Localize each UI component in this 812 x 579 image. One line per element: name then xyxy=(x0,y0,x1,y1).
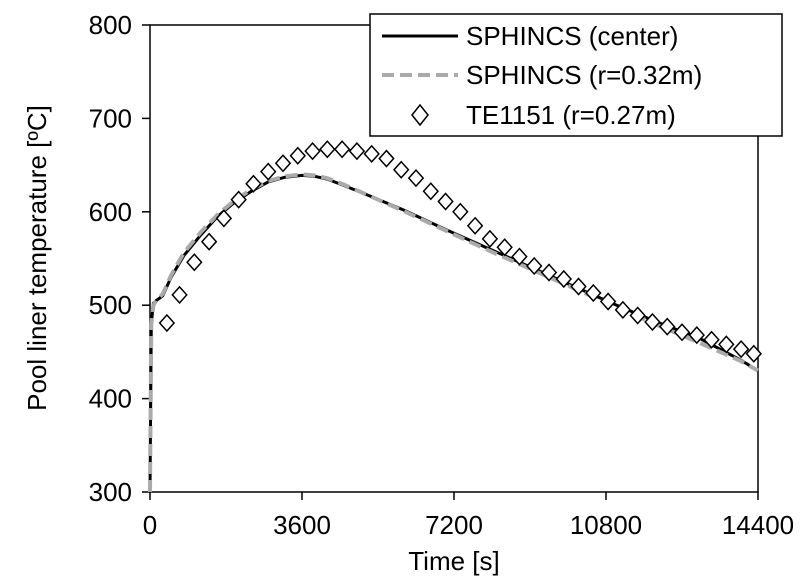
y-axis-title: Pool liner temperature [ºC] xyxy=(22,105,52,411)
series-te1151-point xyxy=(703,330,720,349)
series-te1151-point xyxy=(540,263,558,282)
legend-swatch-te1151 xyxy=(411,103,429,127)
x-tick-label: 7200 xyxy=(425,510,483,540)
y-tick-label: 300 xyxy=(89,477,132,507)
series-te1151-point xyxy=(570,277,587,296)
legend-label-center: SPHINCS (center) xyxy=(466,21,678,51)
series-te1151-point xyxy=(200,232,218,251)
series-te1151-point xyxy=(348,141,366,161)
series-te1151-point xyxy=(260,162,277,181)
series-te1151-point xyxy=(363,144,380,164)
x-tick-label: 14400 xyxy=(722,510,794,540)
legend: SPHINCS (center) SPHINCS (r=0.32m) TE115… xyxy=(369,13,783,137)
series-te1151-point xyxy=(304,141,321,161)
series-te1151-point xyxy=(599,292,617,311)
series-te1151-point xyxy=(659,317,676,336)
series-te1151-point xyxy=(158,313,176,333)
x-tick-label: 3600 xyxy=(273,510,331,540)
y-tick-label: 500 xyxy=(89,290,132,320)
series-te1151-point xyxy=(452,202,469,221)
series-te1151-point xyxy=(481,229,499,249)
series-te1151-point xyxy=(333,140,351,159)
series-te1151-point xyxy=(688,325,705,345)
series-te1151-point xyxy=(407,169,425,188)
series-te1151-point xyxy=(319,140,336,159)
y-tick-label: 700 xyxy=(89,103,132,133)
series-te1151-point xyxy=(614,300,632,319)
series-te1151-point xyxy=(585,283,602,303)
series-layer xyxy=(148,140,762,493)
x-axis-title: Time [s] xyxy=(408,546,499,576)
series-te1151-point xyxy=(526,256,543,276)
y-tick-label: 800 xyxy=(89,10,132,40)
series-te1151-point xyxy=(422,182,439,201)
series-te1151-point xyxy=(644,312,661,332)
series-te1151-point xyxy=(629,306,646,325)
legend-label-r032: SPHINCS (r=0.32m) xyxy=(466,60,702,90)
series-te1151-point xyxy=(673,323,691,342)
legend-label-te1151: TE1151 (r=0.27m) xyxy=(466,100,676,130)
x-tick-label: 0 xyxy=(143,510,157,540)
series-te1151-point xyxy=(393,160,410,179)
series-te1151-point xyxy=(732,339,750,359)
series-te1151-point xyxy=(215,209,233,228)
series-te1151-point xyxy=(171,285,188,305)
series-te1151-point xyxy=(718,335,735,354)
series-te1151-point xyxy=(511,247,528,266)
series-te1151-point xyxy=(274,154,292,173)
series-te1151-point xyxy=(555,269,572,289)
series-te1151-point xyxy=(186,253,203,272)
series-te1151-point xyxy=(437,192,454,211)
x-tick-label: 10800 xyxy=(570,510,642,540)
series-te1151-point xyxy=(378,149,395,168)
series-te1151-point xyxy=(496,238,513,257)
series-te1151-point xyxy=(466,216,484,235)
y-tick-label: 400 xyxy=(89,384,132,414)
series-te1151-point xyxy=(230,190,247,209)
series-te1151-point xyxy=(289,146,306,165)
x-axis: 0 3600 7200 10800 14400 xyxy=(143,492,794,540)
series-te1151-point xyxy=(745,344,762,363)
series-te1151-point xyxy=(245,174,262,193)
y-axis: 300 400 500 600 700 800 xyxy=(89,10,150,507)
y-tick-label: 600 xyxy=(89,197,132,227)
